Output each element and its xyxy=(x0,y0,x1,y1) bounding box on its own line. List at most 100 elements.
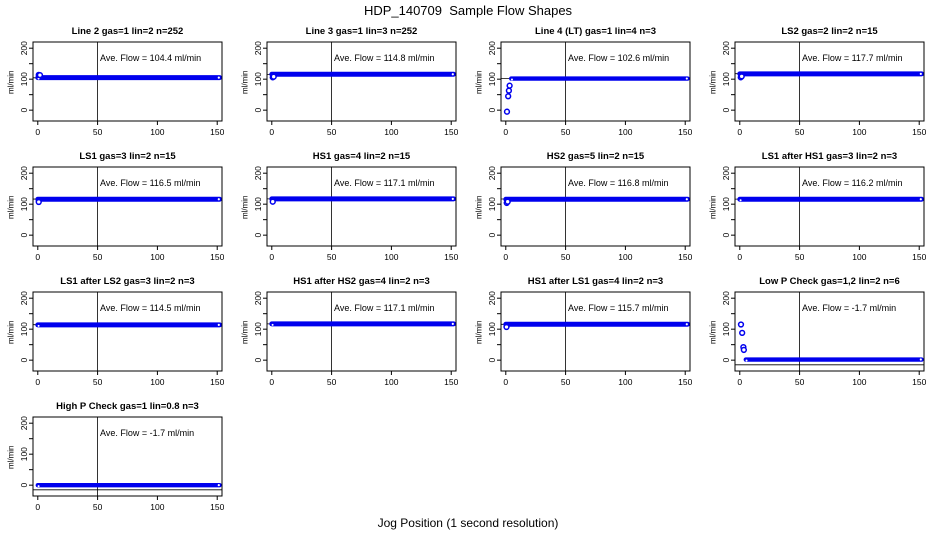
y-axis-label: ml/min xyxy=(709,70,718,94)
start-point xyxy=(270,73,277,80)
flow-panel: HS2 gas=5 lin=2 n=15 Ave. Flow = 116.8 ml… xyxy=(475,151,693,262)
y-tick-label: 100 xyxy=(253,197,263,211)
ave-flow-label: Ave. Flow = 114.8 ml/min xyxy=(334,53,434,63)
start-point xyxy=(737,321,745,328)
flow-panel: Line 2 gas=1 lin=2 n=252 Ave. Flow = 104.… xyxy=(7,26,225,137)
x-tick-label: 100 xyxy=(384,252,398,262)
x-tick-label: 0 xyxy=(737,252,742,262)
flow-panel: Low P Check gas=1,2 lin=2 n=6 Ave. Flow =… xyxy=(709,276,927,387)
y-axis-label: ml/min xyxy=(7,445,16,469)
panel-title: High P Check gas=1 lin=0.8 n=3 xyxy=(56,401,199,412)
y-axis-label: ml/min xyxy=(709,320,718,344)
start-point xyxy=(503,108,511,115)
flow-panel: LS1 gas=3 lin=2 n=15 Ave. Flow = 116.5 ml… xyxy=(7,151,225,262)
x-tick-label: 100 xyxy=(150,252,164,262)
band-start-notch xyxy=(271,323,274,326)
y-tick-label: 0 xyxy=(19,483,29,488)
y-tick-label: 100 xyxy=(487,322,497,336)
panel-title: Line 3 gas=1 lin=3 n=252 xyxy=(306,26,418,37)
plot-box xyxy=(734,41,925,122)
panel-title: HS1 after LS1 gas=4 lin=2 n=3 xyxy=(528,276,663,287)
band-end-notch xyxy=(451,197,454,201)
y-tick-label: 0 xyxy=(253,233,263,238)
y-tick-label: 0 xyxy=(19,233,29,238)
x-tick-label: 150 xyxy=(678,252,692,262)
y-tick-label: 100 xyxy=(19,197,29,211)
panel-title: LS1 after LS2 gas=3 lin=2 n=3 xyxy=(60,276,194,287)
plot-box xyxy=(500,41,691,122)
panel-title: Line 4 (LT) gas=1 lin=4 n=3 xyxy=(535,26,656,37)
y-tick-label: 100 xyxy=(721,72,731,86)
x-tick-label: 50 xyxy=(561,127,571,137)
y-axis-label: ml/min xyxy=(7,70,16,94)
y-axis-label: ml/min xyxy=(475,70,484,94)
plot-box xyxy=(266,291,457,372)
band-end-notch xyxy=(919,358,922,361)
ave-flow-label: Ave. Flow = 104.4 ml/min xyxy=(100,53,201,63)
start-point xyxy=(506,82,513,89)
x-tick-label: 100 xyxy=(618,377,632,387)
y-axis-label: ml/min xyxy=(7,195,16,219)
x-tick-label: 150 xyxy=(678,127,692,137)
y-tick-label: 200 xyxy=(19,41,29,55)
y-tick-label: 100 xyxy=(19,447,29,461)
y-tick-label: 200 xyxy=(721,41,731,55)
ave-flow-label: Ave. Flow = -1.7 ml/min xyxy=(100,428,194,438)
x-tick-label: 100 xyxy=(150,502,164,512)
x-tick-label: 0 xyxy=(737,377,742,387)
x-tick-label: 150 xyxy=(444,377,458,387)
band-end-notch xyxy=(451,322,454,326)
y-tick-label: 100 xyxy=(487,197,497,211)
x-tick-label: 0 xyxy=(269,127,274,137)
x-tick-label: 0 xyxy=(503,252,508,262)
x-tick-label: 0 xyxy=(35,502,40,512)
flow-panel: High P Check gas=1 lin=0.8 n=3 Ave. Flow … xyxy=(7,401,225,512)
ave-flow-label: Ave. Flow = 117.1 ml/min xyxy=(334,178,434,188)
ave-flow-label: Ave. Flow = 116.8 ml/min xyxy=(568,178,668,188)
panel-title: HS1 gas=4 lin=2 n=15 xyxy=(313,151,411,162)
band-end-notch xyxy=(919,198,922,201)
plot-box xyxy=(500,166,691,247)
x-tick-label: 100 xyxy=(852,127,866,137)
x-tick-label: 50 xyxy=(561,377,571,387)
start-point xyxy=(503,323,510,331)
x-tick-label: 100 xyxy=(150,127,164,137)
y-tick-label: 0 xyxy=(253,358,263,363)
y-axis-label: ml/min xyxy=(241,195,250,219)
y-axis-label: ml/min xyxy=(475,320,484,344)
ave-flow-label: Ave. Flow = 117.7 ml/min xyxy=(802,53,902,63)
y-tick-label: 200 xyxy=(253,291,263,305)
y-tick-label: 100 xyxy=(253,72,263,86)
flow-panel: Line 4 (LT) gas=1 lin=4 n=3 Ave. Flow = 1… xyxy=(475,26,693,137)
ave-flow-label: Ave. Flow = 116.2 ml/min xyxy=(802,178,902,188)
y-tick-label: 100 xyxy=(19,322,29,336)
plot-box xyxy=(734,166,925,247)
band-end-notch xyxy=(685,323,688,326)
band-end-notch xyxy=(685,77,688,80)
flow-panel: LS1 after LS2 gas=3 lin=2 n=3 Ave. Flow =… xyxy=(7,276,225,387)
y-tick-label: 100 xyxy=(487,72,497,86)
x-tick-label: 50 xyxy=(327,377,337,387)
plot-box xyxy=(500,291,691,372)
y-tick-label: 200 xyxy=(487,166,497,180)
x-tick-label: 0 xyxy=(503,127,508,137)
y-tick-label: 0 xyxy=(721,108,731,113)
band-end-notch xyxy=(685,198,688,201)
y-tick-label: 200 xyxy=(19,416,29,430)
y-tick-label: 200 xyxy=(487,41,497,55)
start-point xyxy=(35,198,42,206)
x-tick-label: 150 xyxy=(210,502,224,512)
x-tick-label: 50 xyxy=(327,127,337,137)
x-tick-label: 150 xyxy=(678,377,692,387)
start-point xyxy=(504,198,511,205)
y-tick-label: 0 xyxy=(19,108,29,113)
x-tick-label: 50 xyxy=(795,377,805,387)
ave-flow-label: Ave. Flow = 115.7 ml/min xyxy=(568,303,668,313)
plot-box xyxy=(32,291,223,372)
band-end-notch xyxy=(217,76,220,79)
x-tick-label: 150 xyxy=(210,252,224,262)
x-tick-label: 150 xyxy=(444,127,458,137)
band-end-notch xyxy=(217,323,220,326)
start-point xyxy=(269,198,276,205)
